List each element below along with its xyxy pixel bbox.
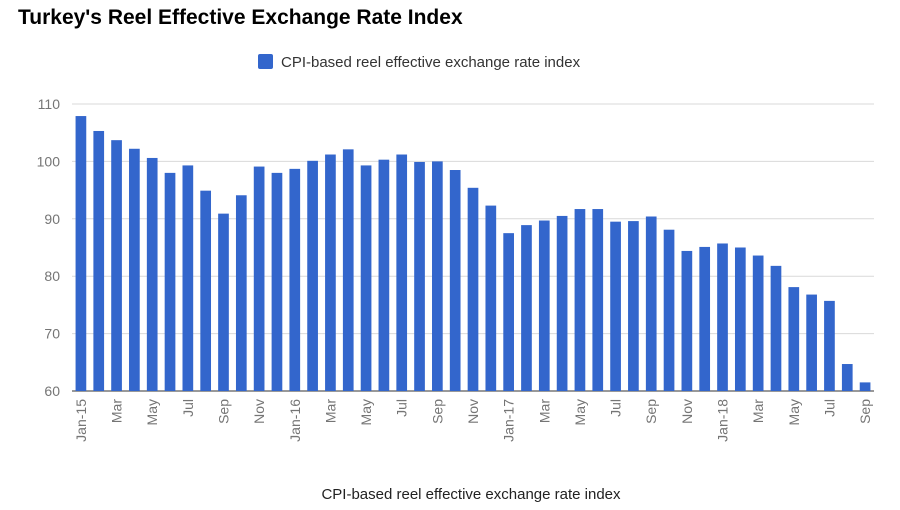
x-tick-label: Sep	[429, 399, 445, 424]
bar	[75, 116, 87, 391]
bar	[200, 190, 212, 391]
bar	[129, 148, 140, 391]
legend-swatch	[258, 54, 273, 69]
bar	[645, 216, 657, 391]
x-tick-label: Jan-17	[501, 399, 517, 442]
bar	[538, 220, 550, 391]
x-tick-label: Mar	[536, 399, 552, 423]
bar	[770, 265, 782, 391]
x-tick-label: May	[144, 399, 160, 425]
bar	[342, 149, 354, 391]
bar	[556, 215, 568, 391]
bar-series	[75, 116, 871, 391]
y-tick-label: 80	[44, 268, 60, 284]
x-tick-label: Mar	[109, 399, 125, 423]
bar	[788, 287, 800, 391]
bar	[146, 157, 158, 391]
bar	[859, 382, 871, 391]
bar	[164, 172, 176, 391]
bar	[610, 221, 621, 391]
chart-title: Turkey's Reel Effective Exchange Rate In…	[18, 6, 463, 29]
bar	[414, 161, 425, 391]
x-tick-label: Nov	[679, 399, 695, 424]
x-tick-label: Sep	[857, 399, 873, 424]
bar	[841, 364, 853, 391]
bar	[663, 229, 675, 391]
x-tick-label: Jul	[608, 399, 624, 417]
x-axis-ticks: Jan-15 Mar May Jul Sep Nov Jan-16 Mar May Jul Sep N…	[73, 399, 873, 442]
x-tick-label: May	[358, 399, 374, 425]
y-tick-label: 60	[44, 383, 60, 399]
bar	[681, 250, 693, 391]
bar	[396, 154, 408, 391]
x-tick-label: May	[572, 399, 588, 425]
bar	[182, 165, 194, 391]
bar	[628, 221, 639, 391]
x-tick-label: Sep	[643, 399, 659, 424]
x-tick-label: Nov	[251, 399, 267, 424]
bar	[699, 246, 711, 391]
x-axis-title: CPI-based reel effective exchange rate i…	[321, 486, 621, 503]
x-tick-label: Sep	[215, 399, 231, 424]
bar	[325, 154, 336, 391]
bar	[717, 243, 728, 391]
bar	[432, 161, 443, 391]
bar	[824, 300, 835, 391]
bar	[449, 170, 461, 391]
bar	[467, 187, 479, 391]
bar	[806, 294, 817, 391]
x-tick-label: Jan-18	[715, 399, 731, 442]
bar	[289, 168, 301, 391]
bar	[485, 205, 497, 391]
bar	[378, 159, 390, 391]
y-tick-label: 70	[44, 326, 60, 342]
bar	[521, 225, 532, 391]
x-tick-label: Mar	[322, 399, 338, 423]
bar	[360, 165, 372, 391]
y-tick-label: 100	[37, 153, 61, 169]
y-tick-label: 110	[38, 96, 61, 112]
bar	[574, 209, 586, 391]
x-tick-label: Jan-15	[73, 399, 89, 442]
y-axis-ticks: 60 70 80 90 100 110	[37, 96, 61, 399]
y-tick-label: 90	[44, 211, 60, 227]
bar	[307, 160, 318, 391]
x-tick-label: May	[786, 399, 802, 425]
x-tick-label: Jan-16	[287, 399, 303, 442]
bar	[253, 166, 265, 391]
legend: CPI-based reel effective exchange rate i…	[258, 54, 581, 71]
x-tick-label: Jul	[180, 399, 196, 417]
x-tick-label: Nov	[465, 399, 481, 424]
bar	[111, 140, 122, 391]
x-tick-label: Jul	[821, 399, 837, 417]
bar	[592, 209, 604, 391]
bar	[271, 172, 283, 391]
bar	[503, 233, 514, 391]
bar	[93, 130, 105, 391]
x-tick-label: Mar	[750, 399, 766, 423]
bar	[752, 255, 764, 391]
bar	[218, 213, 229, 391]
legend-label: CPI-based reel effective exchange rate i…	[281, 54, 581, 71]
bar	[734, 247, 746, 391]
x-tick-label: Jul	[394, 399, 410, 417]
bar	[235, 195, 247, 391]
